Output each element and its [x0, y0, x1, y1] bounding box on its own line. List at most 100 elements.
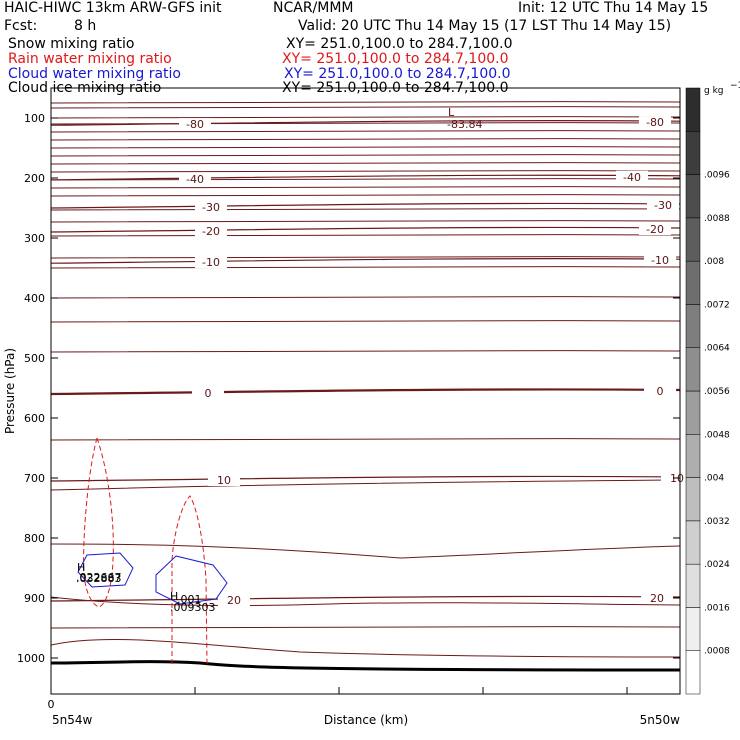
y-tick-label: 300 — [24, 232, 45, 245]
contour-label: 10 — [217, 474, 231, 487]
init-time: Init: 12 UTC Thu 14 May 15 — [518, 0, 709, 16]
colorbar-tick-label: .008 — [704, 257, 724, 267]
annotation-low-marker: L — [448, 106, 455, 119]
x-left-location: 5n54w — [52, 713, 93, 727]
colorbar-tick-label: .0056 — [704, 387, 730, 397]
colorbar-tick-label: .0048 — [704, 430, 730, 440]
colorbar-tick-label: .0024 — [704, 560, 730, 570]
contour-label-bg — [179, 172, 211, 185]
annotation-cloudwater-value-1: .022667 — [76, 571, 122, 584]
y-tick-label: 200 — [24, 172, 45, 185]
isotherm-line — [50, 638, 681, 658]
colorbar-swatch — [685, 347, 701, 392]
isotherm-line — [50, 320, 681, 323]
terrain-line — [50, 660, 681, 672]
isotherm-line — [50, 154, 681, 157]
contour-label-bg — [639, 223, 671, 235]
y-tick-label: 1000 — [17, 652, 45, 665]
contour-label-bg — [208, 474, 240, 486]
contour-label: -40 — [186, 173, 204, 186]
plot-frame — [50, 87, 681, 695]
contour-label-bg — [616, 170, 648, 183]
colorbar-tick-label: .0096 — [704, 171, 730, 181]
contour-label-bg — [647, 199, 679, 211]
isotherm-line — [50, 596, 681, 607]
colorbar-swatch — [685, 131, 701, 175]
temperature-contour — [50, 226, 681, 233]
y-tick-label: 900 — [24, 592, 45, 605]
isotherm-line — [50, 543, 681, 559]
contour-label: -20 — [202, 225, 220, 238]
contour-label-bg — [195, 256, 227, 269]
colorbar-swatch — [685, 477, 701, 522]
field-name-rain: Rain water mixing ratio — [8, 51, 172, 67]
temperature-contour — [50, 595, 681, 602]
x-right-location: 5n50w — [640, 713, 681, 727]
y-tick-label: 800 — [24, 532, 45, 545]
field-xy-snow: XY= 251.0,100.0 to 284.7,100.0 — [286, 36, 513, 52]
colorbar-swatch — [685, 520, 701, 565]
annotation-rain-value-2: .009303 — [170, 601, 216, 614]
contour-label-bg — [641, 592, 673, 604]
x-axis-label: Distance (km) — [324, 713, 408, 727]
field-xy-cloudwater: XY= 251.0,100.0 to 284.7,100.0 — [284, 66, 511, 82]
contour-label: -30 — [202, 201, 220, 214]
rain-contour-2 — [171, 495, 208, 665]
temperature-contour — [50, 120, 681, 126]
rain-contour-1 — [83, 436, 114, 608]
field-name-cloudwater: Cloud water mixing ratio — [8, 66, 181, 82]
fcst-value: 8 h — [74, 18, 97, 34]
isotherm-line — [50, 479, 681, 491]
y-tick-label: 500 — [24, 352, 45, 365]
isotherm-line — [50, 186, 681, 189]
feature-layer: L -83.84 H .022667 .032883 H .001 .00930… — [76, 106, 482, 665]
colorbar-swatch — [685, 304, 701, 348]
center-title: NCAR/MMM — [273, 0, 354, 16]
annotation-low-value: -83.84 — [447, 118, 482, 131]
cloud-water-contour-1 — [77, 552, 134, 588]
contour-label: 0 — [205, 387, 212, 400]
colorbar-swatch — [685, 174, 701, 219]
colorbar-tick-label: .0016 — [704, 603, 730, 613]
isotherm-line — [50, 208, 681, 211]
isotherm-line — [50, 170, 681, 173]
contour-label-bg — [218, 594, 250, 606]
y-tick-label: 100 — [24, 112, 45, 125]
contour-label: 0 — [657, 385, 664, 398]
colorbar-swatch — [685, 260, 701, 305]
colorbar-swatch — [685, 217, 701, 262]
temperature-contour — [50, 202, 681, 209]
temperature-contour — [50, 174, 681, 181]
contour-label: 20 — [650, 592, 664, 605]
field-xy-rain: XY= 251.0,100.0 to 284.7,100.0 — [282, 51, 509, 67]
isotherm-line — [50, 220, 681, 223]
contour-label-bg — [192, 387, 224, 399]
colorbar-unit-exponent: −1 — [730, 81, 740, 91]
valid-time: Valid: 20 UTC Thu 14 May 15 (17 LST Thu … — [298, 18, 672, 34]
colorbar-tick-label: .004 — [704, 474, 724, 484]
colorbar-swatch — [685, 563, 701, 608]
isotherm-line — [50, 626, 681, 629]
isotherm-line — [50, 296, 681, 299]
contour-label: -10 — [202, 256, 220, 269]
contour-label: -80 — [646, 116, 664, 129]
isotherm-line — [50, 266, 681, 269]
y-tick-label: 600 — [24, 412, 45, 425]
contour-label-bg — [179, 118, 211, 131]
colorbar-tick-label: .0072 — [704, 300, 730, 310]
contour-label-bg — [639, 116, 671, 129]
isotherm-line — [50, 106, 681, 109]
annotation-rain-value-1: .032883 — [76, 572, 122, 585]
y-axis-label: Pressure (hPa) — [3, 348, 17, 434]
isotherm-line — [50, 138, 681, 141]
isotherm-line — [50, 194, 681, 197]
y-tick-label: 400 — [24, 292, 45, 305]
contour-label-bg — [195, 225, 227, 237]
y-tick-label: 700 — [24, 472, 45, 485]
isotherm-line — [50, 146, 681, 149]
colorbar-tick-label: .0064 — [704, 344, 730, 354]
isotherm-line — [50, 116, 681, 119]
temperature-contour — [50, 388, 681, 396]
